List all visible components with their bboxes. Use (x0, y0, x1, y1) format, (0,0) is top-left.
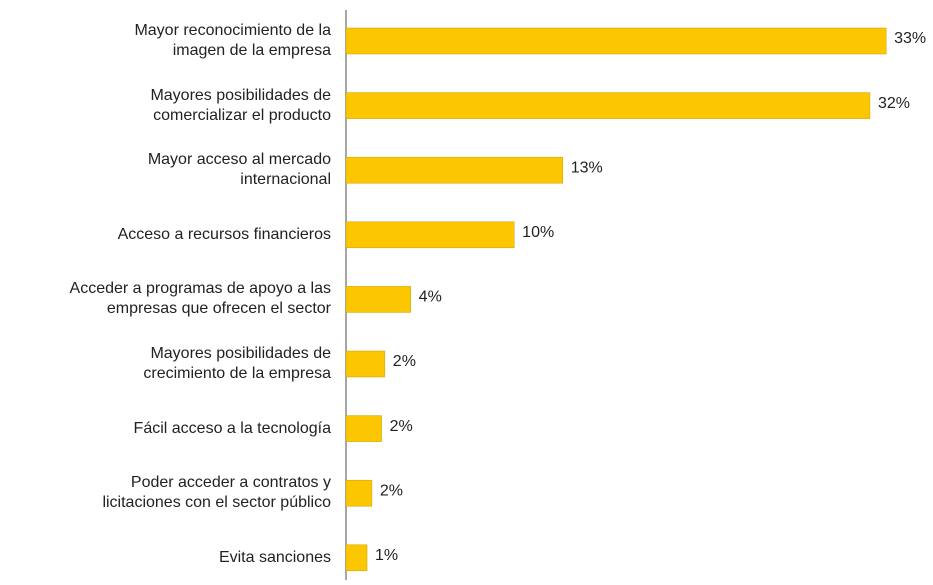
value-label: 33% (894, 30, 926, 47)
value-label: 4% (419, 289, 442, 306)
value-label: 13% (571, 159, 603, 176)
value-label: 10% (522, 224, 554, 241)
bar (345, 479, 373, 507)
bar (345, 544, 368, 572)
value-label: 1% (375, 547, 398, 564)
value-label: 32% (878, 95, 910, 112)
category-label: Mayores posibilidades de comercializar e… (150, 86, 331, 124)
category-label: Mayor reconocimiento de la imagen de la … (134, 22, 331, 59)
bar (345, 27, 887, 55)
category-label: Acceso a recursos financieros (117, 225, 331, 243)
category-label: Poder acceder a contratos y licitaciones… (102, 474, 331, 512)
bar (345, 92, 871, 119)
category-label: Mayor acceso al mercado internacional (147, 151, 331, 189)
bar (345, 221, 515, 249)
value-label: 2% (393, 353, 416, 370)
category-label: Acceder a programas de apoyo a las empre… (69, 280, 331, 318)
value-label: 2% (380, 482, 403, 499)
value-label: 2% (390, 418, 413, 435)
category-label: Evita sanciones (218, 548, 331, 566)
bar (345, 415, 382, 442)
bar (345, 156, 563, 184)
bar (345, 350, 386, 378)
category-label: Mayores posibilidades de crecimiento de … (143, 345, 331, 382)
bar (345, 286, 411, 313)
category-label: Fácil acceso a la tecnología (133, 419, 331, 437)
